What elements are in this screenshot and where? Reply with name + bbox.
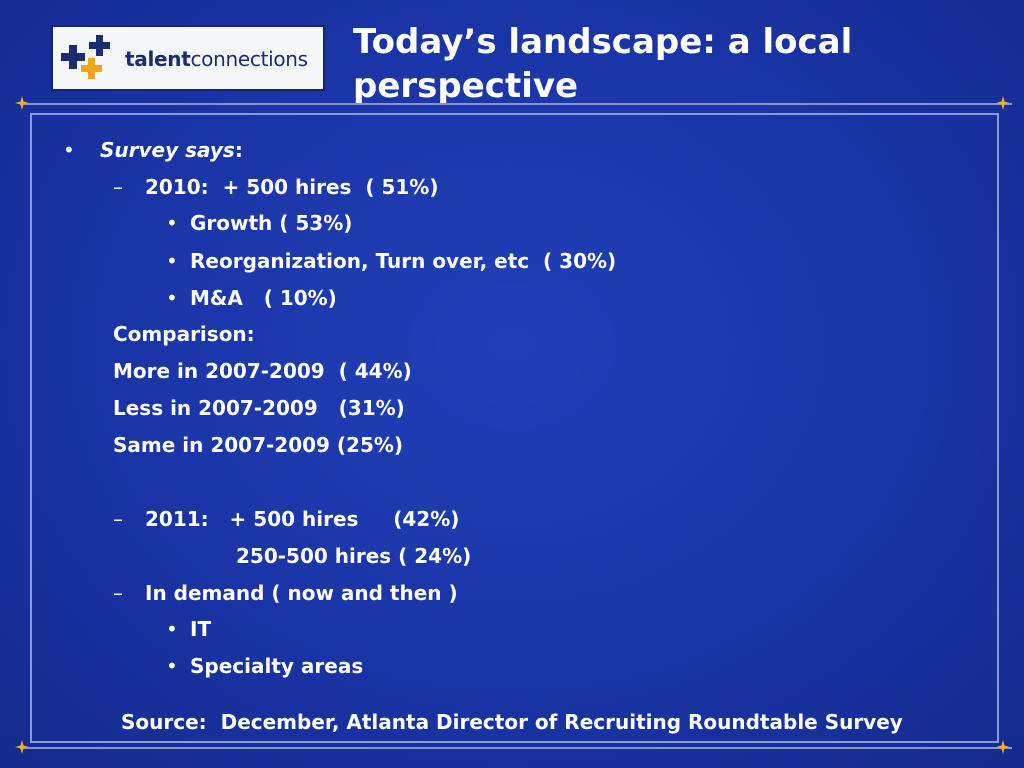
item-growth: Growth ( 53%): [190, 211, 353, 235]
heading-survey-says-text: Survey says: [100, 138, 235, 162]
logo-wordmark: talentconnections: [125, 47, 308, 71]
sparkle-icon-bottom-right: [996, 740, 1010, 754]
dot-marker: •: [166, 617, 178, 641]
item-specialty-areas: Specialty areas: [190, 654, 364, 678]
bottom-divider: [20, 747, 1012, 749]
bullet-marker: •: [63, 138, 75, 162]
item-2010: 2010: + 500 hires ( 51%): [145, 175, 439, 199]
slide-title-line-2: perspective: [353, 66, 579, 106]
plus-cluster-icon: [61, 35, 110, 79]
dot-marker: •: [166, 286, 178, 310]
item-less-2007-2009: Less in 2007-2009 (31%): [113, 396, 405, 420]
heading-survey-says: Survey says:: [100, 138, 243, 162]
sparkle-icon-top-right: [996, 96, 1010, 110]
item-in-demand: In demand ( now and then ): [145, 581, 458, 605]
item-more-2007-2009: More in 2007-2009 ( 44%): [113, 359, 412, 383]
sparkle-icon-bottom-left: [15, 740, 29, 754]
top-divider: [20, 103, 1012, 105]
item-2011-250-500: 250-500 hires ( 24%): [236, 544, 472, 568]
dot-marker: •: [166, 654, 178, 678]
dash-marker: –: [113, 507, 123, 531]
dot-marker: •: [166, 211, 178, 235]
item-2011: 2011: + 500 hires (42%): [145, 507, 460, 531]
slide-title: Today’s landscape: a local perspective: [353, 20, 993, 108]
sparkle-icon-top-left: [15, 96, 29, 110]
logo: talentconnections: [51, 25, 325, 91]
item-comparison: Comparison:: [113, 322, 255, 346]
dot-marker: •: [166, 249, 178, 273]
source-note: Source: December, Atlanta Director of Re…: [121, 710, 903, 734]
content-frame: [30, 113, 999, 743]
slide-title-line-1: Today’s landscape: a local: [353, 22, 853, 62]
dash-marker: –: [113, 581, 123, 605]
logo-text-connections: connections: [190, 47, 308, 71]
item-m-and-a: M&A ( 10%): [190, 286, 337, 310]
logo-text-talent: talent: [125, 47, 191, 71]
item-same-2007-2009: Same in 2007-2009 (25%): [113, 433, 404, 457]
dash-marker: –: [113, 175, 123, 199]
item-it: IT: [190, 617, 212, 641]
heading-colon: :: [234, 138, 243, 162]
item-reorganization: Reorganization, Turn over, etc ( 30%): [190, 249, 617, 273]
